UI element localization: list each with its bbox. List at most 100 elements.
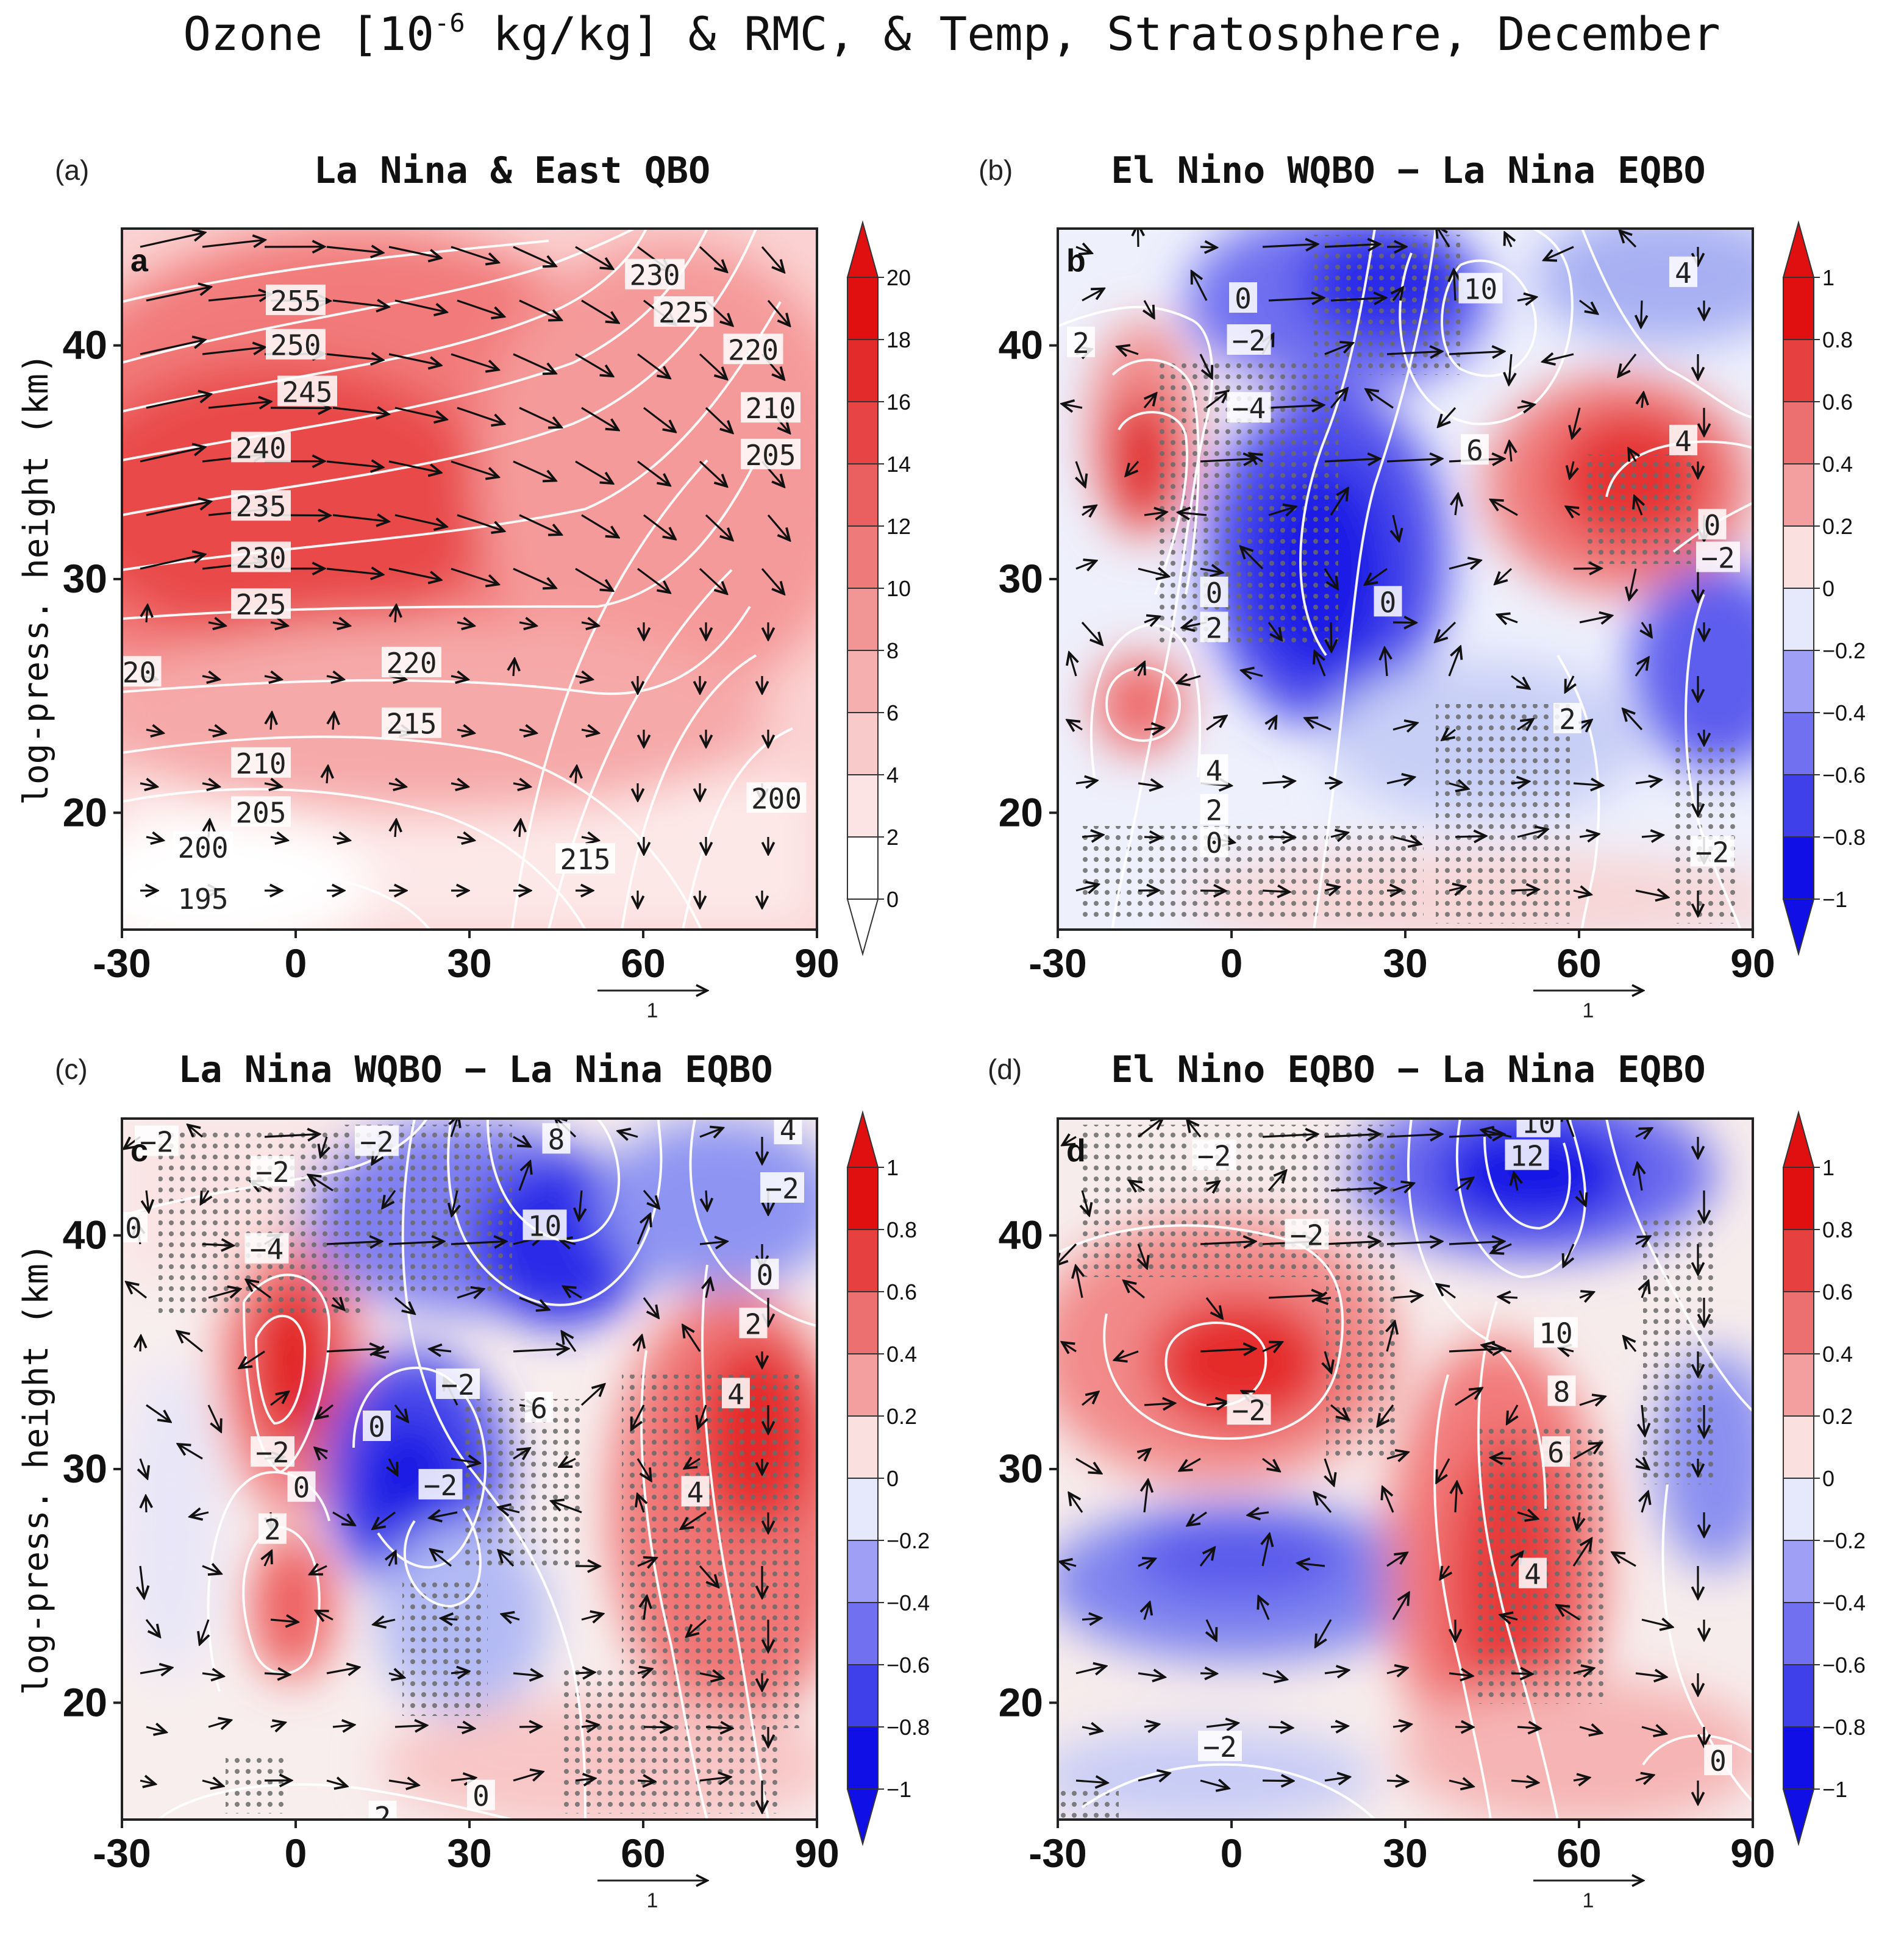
y-tick-label: 40 bbox=[63, 1212, 107, 1258]
contour-label-box bbox=[135, 1125, 179, 1156]
wind-vector bbox=[637, 1558, 656, 1566]
wind-vector bbox=[1635, 1775, 1653, 1781]
contour-label: 2 bbox=[1553, 703, 1581, 736]
wind-vector bbox=[146, 287, 211, 302]
wind-vector bbox=[1629, 568, 1636, 599]
panel-d-contour-line bbox=[1081, 1763, 1376, 1820]
contour-label-box bbox=[746, 782, 807, 813]
colorbar-tick-label: 0.8 bbox=[886, 1217, 917, 1242]
contour-label-box bbox=[741, 392, 800, 423]
contour-label-text: 225 bbox=[658, 296, 709, 329]
wind-vector bbox=[208, 294, 271, 301]
wind-vector bbox=[140, 555, 205, 570]
wind-vector bbox=[1642, 1492, 1648, 1513]
wind-vector bbox=[1438, 407, 1457, 427]
colorbar-top-extension bbox=[1782, 1110, 1815, 1168]
wind-vector bbox=[1573, 1668, 1594, 1673]
contour-label-text: 230 bbox=[629, 259, 680, 292]
contour-label-box bbox=[1542, 1436, 1570, 1467]
colorbar-bin bbox=[1783, 277, 1814, 340]
wind-vector bbox=[575, 460, 613, 483]
contour-label: 245 bbox=[277, 375, 337, 408]
wind-vector bbox=[1449, 1134, 1504, 1137]
wind-vector bbox=[388, 1673, 404, 1678]
contour-label-box bbox=[231, 588, 291, 619]
contour-label-text: 10 bbox=[528, 1209, 562, 1242]
wind-vector bbox=[1449, 783, 1468, 789]
contour-label-text: 2 bbox=[1206, 794, 1223, 827]
contour-label: 210 bbox=[741, 392, 800, 425]
colorbar-tick-label: 0.6 bbox=[1822, 390, 1853, 415]
wind-vector bbox=[264, 783, 281, 787]
wind-vector bbox=[140, 783, 157, 787]
contour-label: −2 bbox=[418, 1468, 463, 1502]
wind-vector bbox=[637, 460, 669, 485]
wind-vector bbox=[1314, 652, 1326, 677]
wind-vector bbox=[581, 622, 598, 626]
wind-vector bbox=[1262, 244, 1317, 247]
wind-vector bbox=[140, 340, 205, 355]
contour-label: 225 bbox=[231, 588, 291, 621]
wind-vector bbox=[1331, 622, 1332, 651]
panel-c-contour-line bbox=[122, 1119, 428, 1217]
contour-label-box bbox=[1200, 827, 1228, 858]
contour-label-box bbox=[277, 375, 337, 407]
colorbar-bottom-extension bbox=[1782, 899, 1815, 956]
wind-vector bbox=[685, 1459, 701, 1468]
colorbar-tick-label: 1 bbox=[886, 1155, 899, 1180]
panel-d-field bbox=[1399, 1679, 1753, 1820]
wind-vector bbox=[1188, 1511, 1207, 1526]
contour-label-text: 210 bbox=[745, 392, 796, 425]
wind-vector bbox=[1453, 270, 1455, 301]
y-tick-label: 20 bbox=[999, 789, 1043, 835]
contour-label-text: 205 bbox=[745, 439, 796, 472]
wind-vector bbox=[1138, 1449, 1150, 1459]
wind-vector bbox=[1138, 1119, 1163, 1138]
wind-vector bbox=[579, 1190, 582, 1220]
colorbar-bin bbox=[1783, 339, 1814, 402]
wind-vector bbox=[271, 713, 272, 730]
x-tick-label: -30 bbox=[1029, 1831, 1086, 1876]
contour-label: 230 bbox=[231, 541, 291, 575]
panel-b-contour-line bbox=[1105, 666, 1182, 742]
wind-vector bbox=[146, 730, 163, 733]
panel-d-title: El Nino EQBO − La Nina EQBO bbox=[1111, 1048, 1705, 1091]
wind-vector bbox=[451, 353, 498, 370]
wind-vector bbox=[1126, 460, 1139, 475]
panel-c-stipple bbox=[402, 1582, 488, 1716]
contour-label-text: −2 bbox=[1701, 542, 1735, 575]
wind-vector bbox=[1386, 890, 1402, 891]
wind-vector bbox=[452, 1190, 457, 1215]
contour-label-box bbox=[436, 1368, 480, 1399]
panel-b-contour-line bbox=[1556, 654, 1600, 930]
wind-vector bbox=[699, 1777, 730, 1781]
contour-label: −2 bbox=[1690, 836, 1735, 869]
wind-vector bbox=[1325, 1458, 1334, 1486]
colorbar-top-extension bbox=[1782, 220, 1815, 278]
contour-label-text: 220 bbox=[386, 647, 437, 680]
wind-vector bbox=[1316, 1298, 1332, 1300]
x-tick-label: 60 bbox=[1556, 1831, 1601, 1876]
wind-vector bbox=[699, 1128, 723, 1137]
wind-vector bbox=[638, 1336, 642, 1352]
wind-vector bbox=[1385, 648, 1387, 677]
panel-b-field bbox=[1631, 564, 1753, 771]
wind-vector bbox=[140, 233, 205, 248]
wind-vector bbox=[1268, 507, 1296, 515]
wind-vector bbox=[146, 1190, 149, 1212]
wind-vector bbox=[1511, 781, 1529, 783]
wind-vector bbox=[1455, 494, 1458, 516]
contour-label-text: 0 bbox=[1235, 282, 1252, 315]
wind-vector bbox=[1200, 459, 1255, 461]
wind-vector bbox=[1144, 837, 1161, 838]
colorbar-bin bbox=[847, 401, 879, 464]
x-tick-label: 90 bbox=[1730, 941, 1775, 986]
wind-vector bbox=[1263, 1534, 1269, 1567]
contour-label-box bbox=[382, 707, 441, 738]
contour-label-box bbox=[287, 1471, 316, 1502]
wind-vector bbox=[1082, 1727, 1102, 1731]
panel-a-vectors bbox=[140, 233, 790, 908]
colorbar-bin bbox=[847, 650, 879, 713]
y-axis-label-bottom: log-press. height (km) bbox=[16, 1243, 56, 1695]
contour-label: 225 bbox=[654, 296, 714, 329]
